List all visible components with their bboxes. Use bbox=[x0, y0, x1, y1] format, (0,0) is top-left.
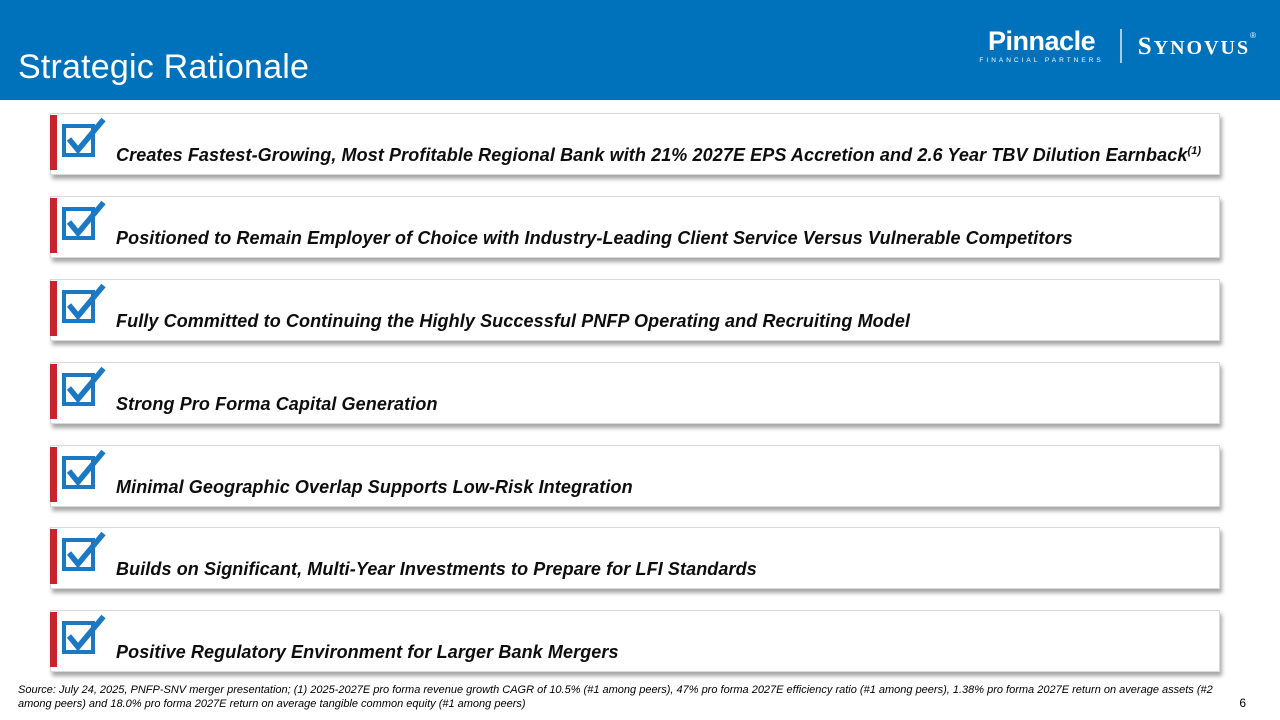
footnote-marker: (1) bbox=[1187, 145, 1202, 157]
red-accent-bar bbox=[50, 364, 57, 419]
rationale-text: Positive Regulatory Environment for Larg… bbox=[116, 642, 1209, 663]
checkbox-checked-icon bbox=[62, 117, 106, 157]
page-title: Strategic Rationale bbox=[18, 48, 310, 86]
red-accent-bar bbox=[50, 281, 57, 336]
checkbox-checked-icon bbox=[62, 614, 106, 654]
rationale-text-body: Creates Fastest-Growing, Most Profitable… bbox=[116, 145, 1188, 165]
checkbox-checked-icon bbox=[62, 200, 106, 240]
rationale-card: Minimal Geographic Overlap Supports Low-… bbox=[50, 445, 1220, 507]
logo-divider bbox=[1119, 29, 1122, 64]
header-bar: Strategic Rationale Pinnacle FINANCIAL P… bbox=[0, 0, 1280, 100]
rationale-card: Positive Regulatory Environment for Larg… bbox=[50, 610, 1220, 672]
rationale-text-body: Strong Pro Forma Capital Generation bbox=[116, 394, 438, 414]
rationale-card: Builds on Significant, Multi-Year Invest… bbox=[50, 527, 1220, 589]
rationale-text-body: Minimal Geographic Overlap Supports Low-… bbox=[116, 477, 633, 497]
rationale-text-body: Builds on Significant, Multi-Year Invest… bbox=[116, 559, 757, 579]
page-number: 6 bbox=[1239, 696, 1246, 710]
checkbox-checked-icon bbox=[62, 449, 106, 489]
rationale-text: Strong Pro Forma Capital Generation bbox=[116, 394, 1209, 415]
red-accent-bar bbox=[50, 612, 57, 667]
red-accent-bar bbox=[50, 447, 57, 502]
logo-group: Pinnacle FINANCIAL PARTNERS Synovus® bbox=[979, 28, 1256, 65]
rationale-text-body: Positioned to Remain Employer of Choice … bbox=[116, 228, 1073, 248]
rationale-text-body: Fully Committed to Continuing the Highly… bbox=[116, 311, 911, 331]
checkbox-checked-icon bbox=[62, 531, 106, 571]
red-accent-bar bbox=[50, 198, 57, 253]
rationale-text: Positioned to Remain Employer of Choice … bbox=[116, 228, 1209, 249]
rationale-text-body: Positive Regulatory Environment for Larg… bbox=[116, 642, 619, 662]
checkbox-checked-icon bbox=[62, 283, 106, 323]
red-accent-bar bbox=[50, 115, 57, 170]
rationale-text: Minimal Geographic Overlap Supports Low-… bbox=[116, 477, 1209, 498]
source-footnote: Source: July 24, 2025, PNFP-SNV merger p… bbox=[18, 684, 1213, 710]
pinnacle-tagline: FINANCIAL PARTNERS bbox=[979, 57, 1104, 64]
rationale-text: Creates Fastest-Growing, Most Profitable… bbox=[116, 145, 1209, 166]
pinnacle-logo: Pinnacle FINANCIAL PARTNERS bbox=[979, 28, 1103, 65]
synovus-logo: Synovus® bbox=[1137, 30, 1256, 60]
red-accent-bar bbox=[50, 529, 57, 584]
rationale-card: Strong Pro Forma Capital Generation bbox=[50, 362, 1220, 424]
registered-trademark-icon: ® bbox=[1250, 30, 1256, 40]
rationale-text: Fully Committed to Continuing the Highly… bbox=[116, 311, 1209, 332]
rationale-card: Positioned to Remain Employer of Choice … bbox=[50, 196, 1220, 258]
synovus-wordmark: Synovus bbox=[1137, 32, 1251, 60]
checkbox-checked-icon bbox=[62, 366, 106, 406]
rationale-text: Builds on Significant, Multi-Year Invest… bbox=[116, 559, 1209, 580]
rationale-card: Fully Committed to Continuing the Highly… bbox=[50, 279, 1220, 341]
pinnacle-wordmark: Pinnacle bbox=[988, 26, 1096, 56]
rationale-card: Creates Fastest-Growing, Most Profitable… bbox=[50, 113, 1220, 175]
